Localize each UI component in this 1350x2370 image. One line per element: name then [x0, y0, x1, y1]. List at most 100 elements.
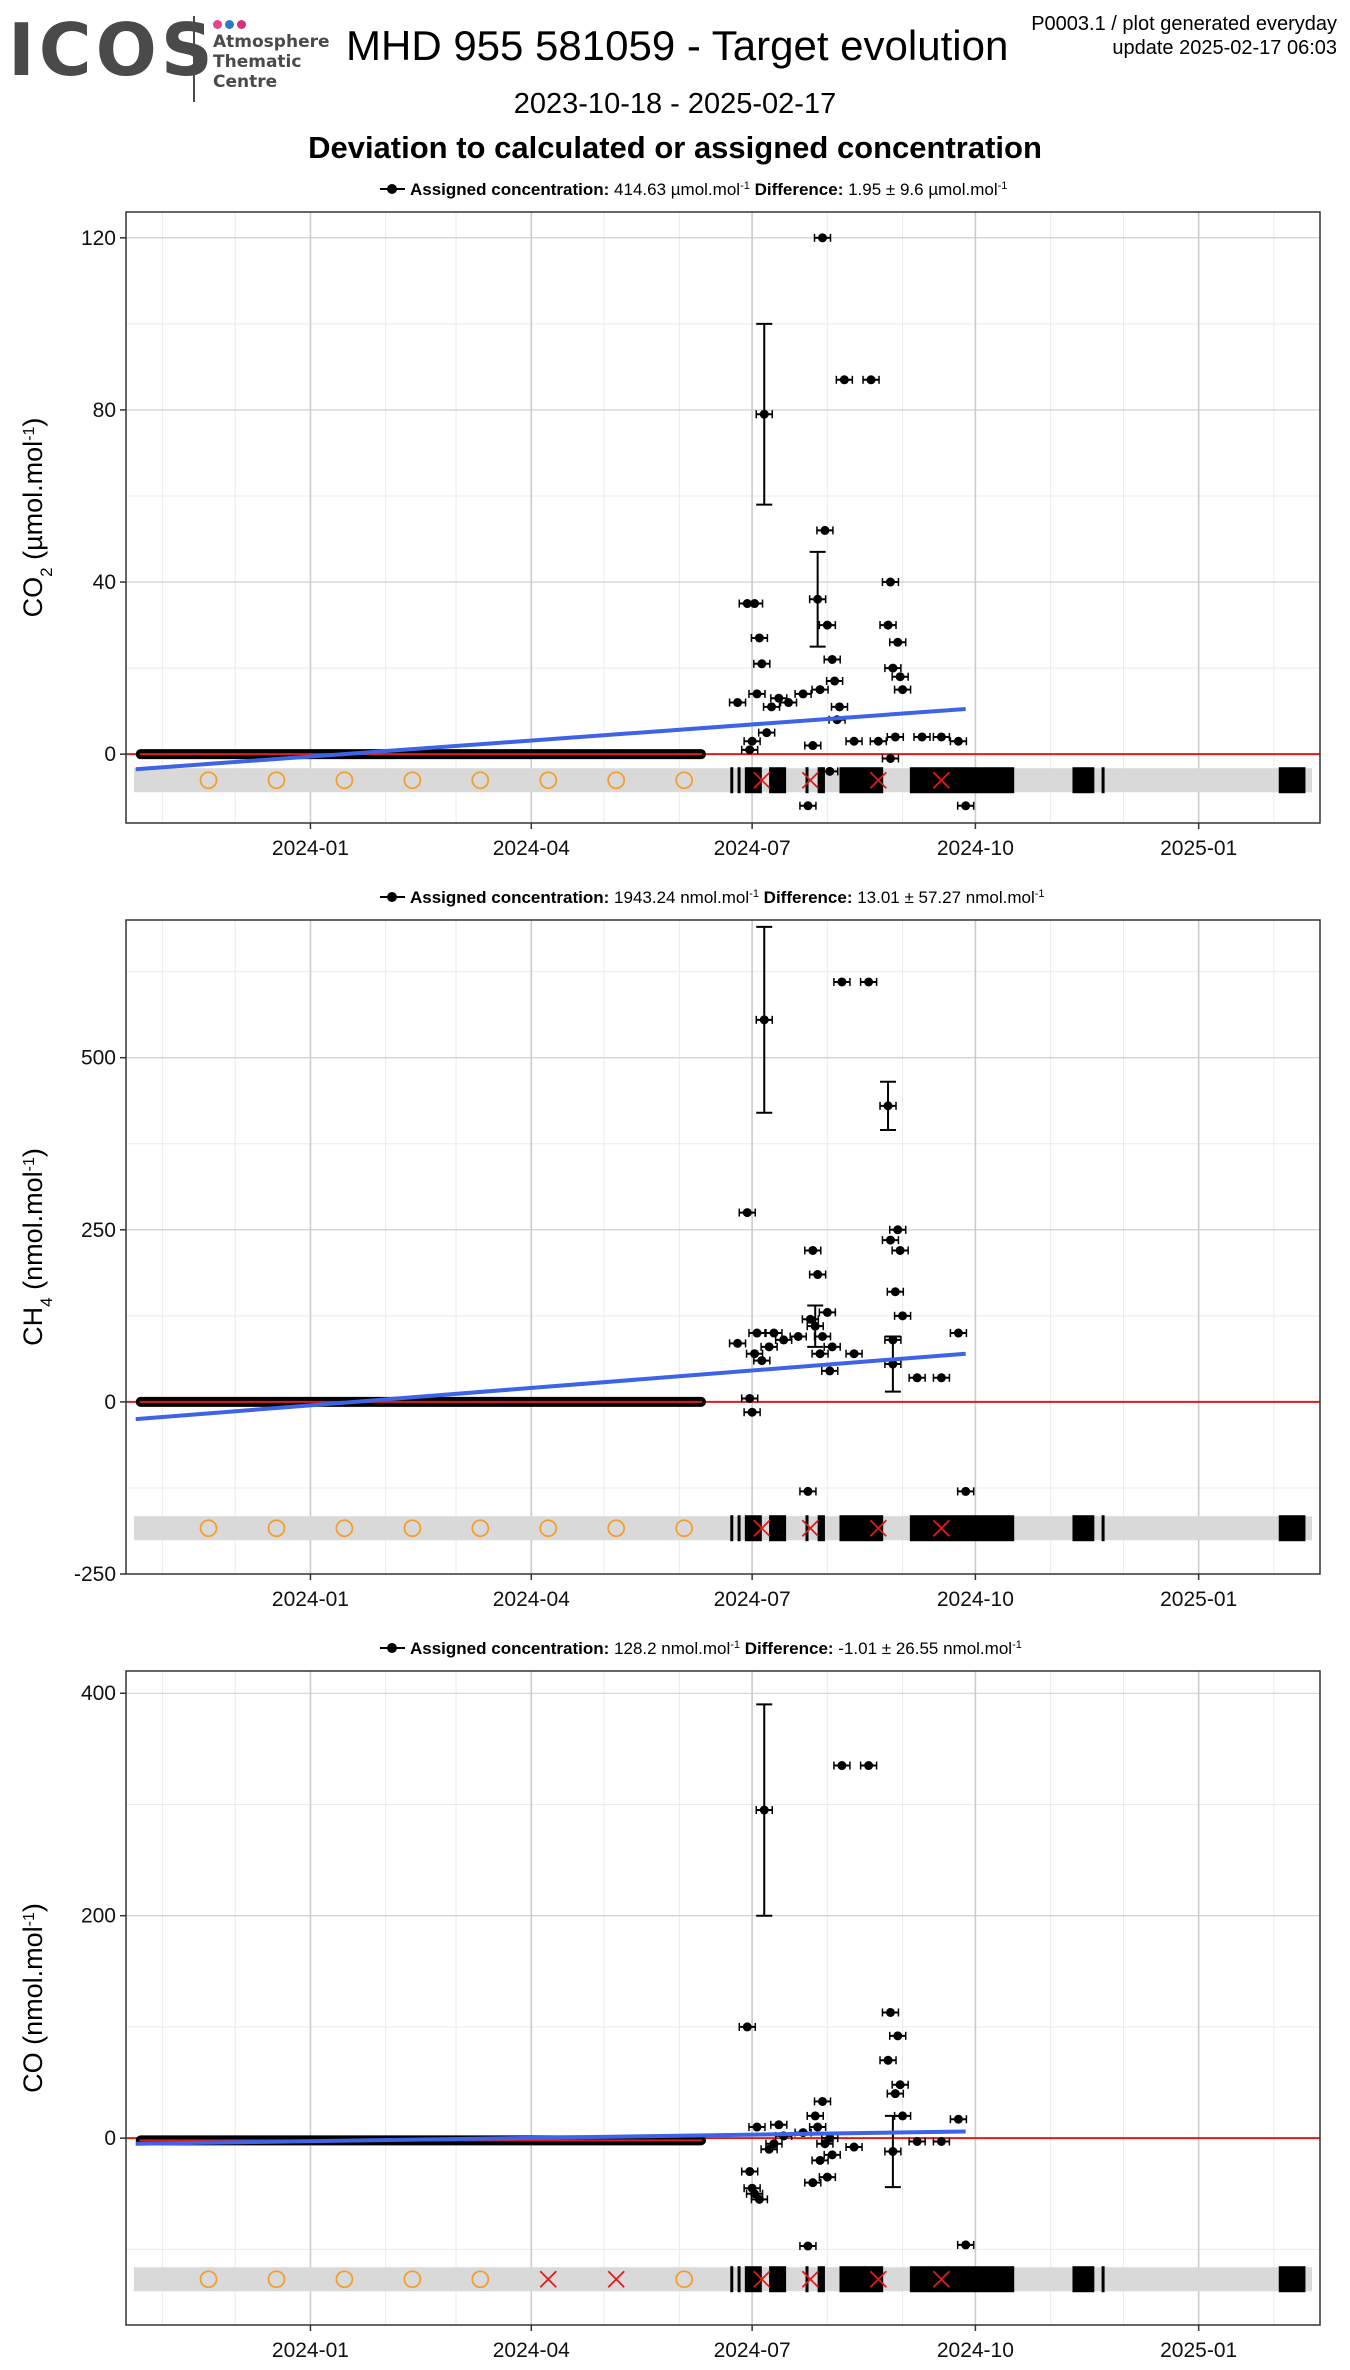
- flag-circle-marker: [675, 2270, 694, 2289]
- point-marker: [810, 2111, 820, 2121]
- flag-block: [769, 2266, 787, 2293]
- data-point: [888, 2031, 907, 2041]
- data-point: [799, 2241, 817, 2251]
- cross-stroke: [607, 2270, 625, 2288]
- point-marker: [825, 2133, 835, 2143]
- cross-stroke: [932, 2270, 951, 2288]
- point-marker: [818, 1331, 827, 1341]
- data-point: [760, 1342, 778, 1352]
- data-point: [888, 1225, 907, 1235]
- point-marker: [961, 1486, 971, 1496]
- point-marker: [898, 1311, 908, 1321]
- data-point: [823, 1342, 841, 1352]
- flag-circle-marker: [471, 1519, 490, 1538]
- data-point: [740, 2167, 759, 2177]
- point-marker: [813, 1270, 823, 1280]
- point-marker: [849, 1349, 859, 1359]
- data-point: [884, 2114, 902, 2189]
- point-marker: [890, 732, 900, 742]
- data-points: [728, 925, 975, 1496]
- flag-cross-marker: [753, 2270, 771, 2288]
- cross-stroke: [539, 2270, 557, 2288]
- point-marker: [893, 637, 903, 647]
- point-marker: [754, 633, 764, 643]
- data-point: [808, 2122, 827, 2132]
- flag-cross-marker: [753, 771, 771, 789]
- logo-dots: [213, 16, 249, 34]
- data-point: [835, 375, 854, 385]
- flag-block: [737, 1515, 741, 1542]
- flag-circle-marker: [471, 2270, 490, 2289]
- data-point: [825, 676, 844, 686]
- point-marker: [784, 698, 794, 708]
- panel-caption: Assigned concentration: 1943.24 nmol.mol…: [380, 888, 1045, 907]
- point-marker: [953, 2114, 963, 2124]
- flag-circle-marker: [403, 1519, 422, 1538]
- flag-circle-marker: [607, 1519, 626, 1538]
- point-marker: [798, 689, 808, 699]
- grid: [126, 1671, 1320, 2325]
- data-point: [816, 525, 834, 535]
- flag-cross-marker: [753, 1519, 771, 1537]
- data-point: [804, 2178, 822, 2188]
- data-point: [956, 2240, 975, 2250]
- x-tick-label: 2025-01: [1160, 2339, 1237, 2362]
- flag-cross-marker: [801, 2270, 820, 2288]
- flag-cross-marker: [932, 771, 951, 789]
- point-marker: [745, 1393, 755, 1403]
- grid: [126, 212, 1320, 823]
- point-marker: [936, 1373, 946, 1383]
- y-axis-label: CO (nmol.mol-1): [18, 1903, 48, 2093]
- y-tick-label: 80: [93, 399, 116, 422]
- logo-subtitle-line: Centre: [213, 72, 278, 92]
- y-tick-label: 500: [81, 1047, 116, 1070]
- data-points: [728, 233, 975, 811]
- y-tick-label: 0: [104, 2127, 116, 2150]
- flag-block: [909, 1515, 1015, 1542]
- data-point: [949, 1328, 968, 1338]
- flag-block: [817, 1515, 825, 1542]
- data-point: [908, 2136, 926, 2146]
- point-marker: [888, 1359, 898, 1369]
- data-point: [813, 1331, 832, 1341]
- plot-border: [125, 211, 1321, 824]
- point-marker: [769, 1328, 779, 1338]
- trend-line: [135, 706, 966, 772]
- data-point: [804, 1245, 822, 1255]
- data-point: [728, 698, 747, 708]
- point-marker: [890, 1287, 900, 1297]
- flag-block: [1072, 2266, 1095, 2293]
- data-point: [869, 736, 888, 746]
- data-point: [789, 1331, 807, 1341]
- flag-block: [1101, 2266, 1105, 2293]
- x-tick-label: 2025-01: [1160, 837, 1237, 860]
- chart-heading: Deviation to calculated or assigned conc…: [308, 130, 1042, 165]
- data-point: [845, 736, 863, 746]
- data-point: [833, 1761, 851, 1771]
- flag-block: [839, 767, 884, 794]
- flag-circle-marker: [199, 771, 218, 790]
- point-marker: [839, 375, 849, 385]
- point-marker: [747, 1407, 757, 1417]
- point-marker: [813, 594, 823, 604]
- y-axis-label: CO2 (µmol.mol-1): [18, 418, 56, 618]
- point-marker: [757, 1356, 767, 1366]
- data-point: [738, 2022, 757, 2032]
- point-marker: [849, 736, 859, 746]
- x-tick-label: 2024-04: [493, 2339, 570, 2362]
- data-point: [818, 1307, 837, 1317]
- flag-cross-marker: [932, 2270, 951, 2288]
- cross-stroke: [869, 2270, 887, 2288]
- data-point: [886, 1287, 905, 1297]
- y-axis-label: CH4 (nmol.mol-1): [18, 1148, 56, 1346]
- data-point: [774, 1335, 793, 1345]
- cross-stroke: [801, 2270, 820, 2288]
- y-tick-label: 40: [93, 571, 116, 594]
- caption-text: Assigned concentration: 414.63 µmol.mol-…: [410, 180, 1007, 199]
- caption-legend-dot: [387, 1643, 397, 1653]
- flag-block: [1278, 2266, 1306, 2293]
- plot-border: [125, 1670, 1321, 2326]
- x-tick-label: 2024-07: [714, 837, 791, 860]
- point-marker: [827, 2150, 837, 2160]
